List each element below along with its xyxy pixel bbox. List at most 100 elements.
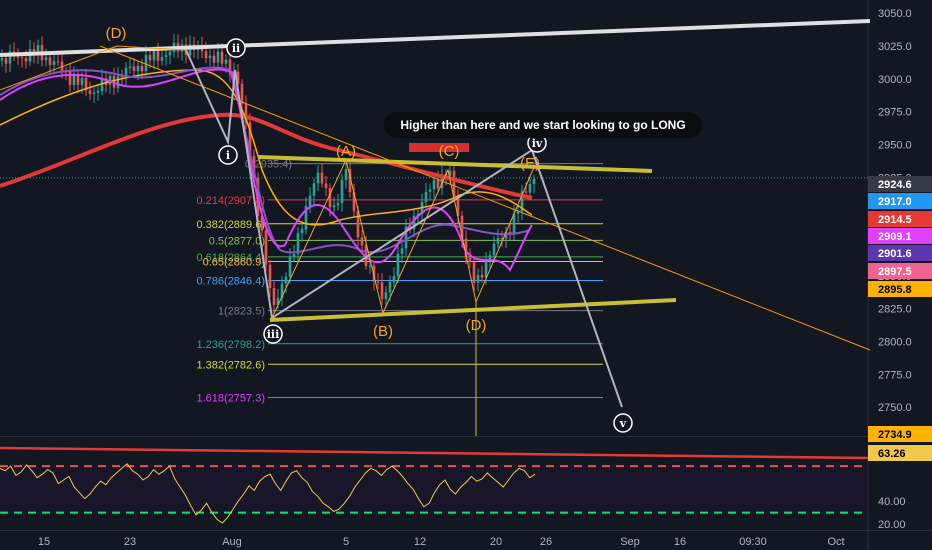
candle-body [448,170,452,177]
candle-body [332,205,336,208]
candle-body [36,45,40,55]
candle-body [500,238,504,240]
triangle-bottom-line[interactable] [269,298,677,322]
fib-level-label: 0.618(2864.4) [197,252,266,264]
candle-body [0,58,4,61]
candle-body [224,59,228,64]
candle-body [80,77,84,85]
price-tick-label: 3000.0 [878,74,912,86]
candle-body [276,298,280,305]
candle-body [72,75,76,86]
candle-body [312,183,316,196]
rsi-tick-label: 40.00 [878,496,906,508]
candle-body [208,55,212,59]
candle-body [292,253,296,257]
candle-body [120,76,124,78]
candle-body [88,90,92,94]
candle-body [140,65,144,72]
wave-label-1: (A) [336,143,356,160]
candle-body [348,169,352,193]
candle-body [392,276,396,282]
grey-wave-path [185,49,623,408]
wave-label-5: (E) [520,155,540,172]
annotation-text: Higher than here and we start looking to… [400,118,685,132]
candle-body [68,71,72,86]
fib-level-label: 0.786(2846.4) [197,276,266,288]
rsi-current-tag [868,445,932,461]
candle-body [304,206,308,230]
roman-label-3: iv [532,137,543,150]
candle-body [272,288,276,305]
fib-retracement[interactable]: 0(2935.4) 0.214(2907.8) 0.382(2889.6) 0.5(2… [197,159,604,405]
price-tick-label: 2775.0 [878,369,912,381]
price-tick-label: 3025.0 [878,41,912,53]
candle-body [424,191,428,202]
annotation[interactable]: Higher than here and we start looking to… [384,112,702,138]
price-tag-bg [868,228,932,244]
candle-body [116,76,120,88]
candle-body [472,262,476,283]
candle-body [372,265,376,282]
rsi-tick-label: 20.00 [878,519,906,531]
ma-magenta-line [0,68,533,272]
price-tag-label: 2734.9 [878,429,912,441]
candle-body [520,191,524,212]
price-tag-label: 2895.8 [878,284,912,296]
candle-body [428,189,432,192]
candle-body [264,230,268,265]
roman-circle-0 [226,38,246,58]
wave-label-0: (D) [106,25,127,42]
candle-body [128,66,132,68]
rsi-band [0,466,868,513]
upper-trendline[interactable] [0,19,871,57]
candle-body [104,78,108,85]
red-marker [409,143,469,152]
candle-body [432,179,436,190]
fib-level-label: 0.65(2860.9) [203,256,265,268]
price-tick-label: 2800.0 [878,336,912,348]
roman-circle-1 [218,145,238,165]
candle-body [296,233,300,254]
candle-body [152,50,156,61]
rsi-line [0,462,536,524]
candle-body [96,90,100,93]
candle-body [468,257,472,263]
price-tag-bg [868,193,932,209]
candle-body [412,215,416,230]
rsi-current-label: 63.26 [878,448,906,460]
candle-body [396,253,400,277]
price-tag-label: 2917.0 [878,196,912,208]
fib-level-label: 1.382(2782.6) [197,359,266,371]
wave-label-2: (B) [373,323,393,340]
candle-body [4,58,8,64]
drawings[interactable] [0,19,871,436]
candle-body [328,188,332,208]
price-tag-bg [868,211,932,227]
orange-wave-path [271,158,536,319]
triangle-top-line[interactable] [257,155,653,173]
candle-body [84,77,88,91]
candle-body [376,281,380,283]
candle-body [284,276,288,284]
candle-body [212,55,216,63]
time-tick-label: Sep [620,536,640,548]
wave-label-3: (C) [439,143,460,160]
candle-body [220,51,224,64]
candle-body [528,184,532,193]
price-tag-label: 2914.5 [878,214,912,226]
price-tag-label: 2909.1 [878,231,912,243]
fib-level-label: 0.382(2889.6) [197,219,266,231]
time-tick-label: 26 [540,536,552,548]
candle-body [52,61,56,65]
descending-trendline [99,45,871,351]
candle-body [308,195,312,207]
candle-body [236,71,240,84]
moving-averages [0,66,868,272]
price-tag-bg [868,426,932,442]
candle-body [464,238,468,258]
candle-body [24,58,28,62]
candle-body [248,122,252,156]
candle-body [240,83,244,104]
